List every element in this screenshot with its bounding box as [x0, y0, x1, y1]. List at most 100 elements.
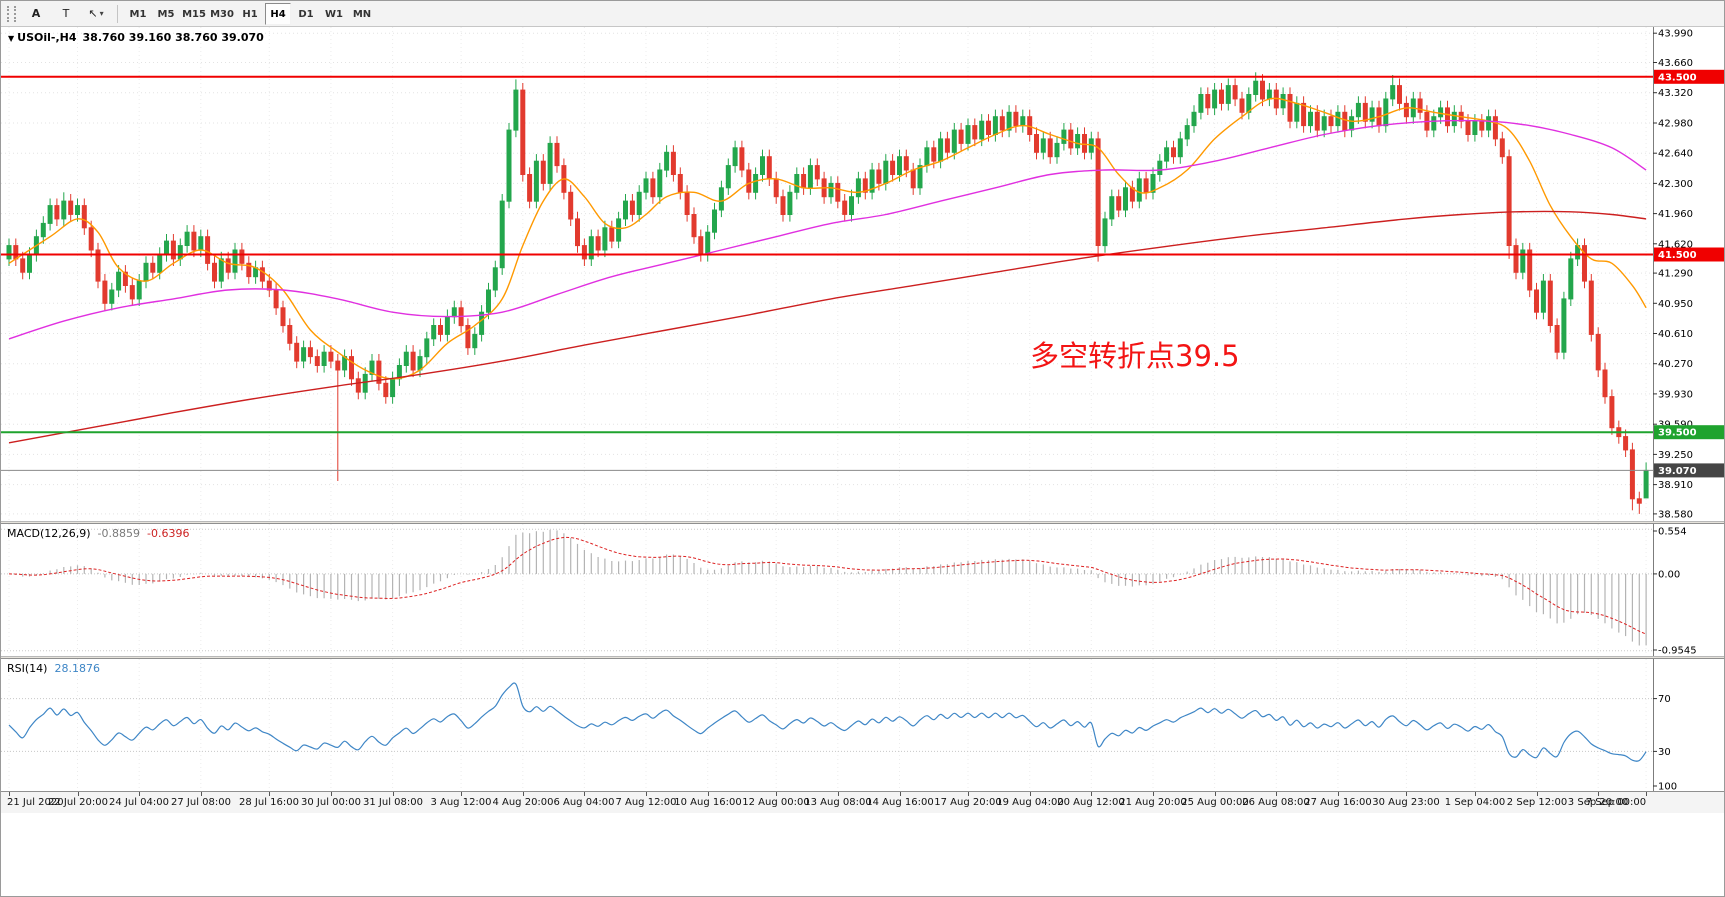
- timeframe-button-H1[interactable]: H1: [242, 8, 258, 20]
- time-tick: [523, 792, 524, 796]
- timeframe-button-W1[interactable]: W1: [325, 8, 343, 20]
- ma-slow-line: [8, 210, 1647, 444]
- time-axis-label: 21 Jul 2020: [7, 797, 64, 808]
- svg-text:41.500: 41.500: [1658, 250, 1697, 261]
- rsi-canvas[interactable]: 70 30 100: [1, 659, 1725, 791]
- macd-name: MACD(12,26,9): [7, 527, 91, 540]
- time-tick: [708, 792, 709, 796]
- time-tick: [139, 792, 140, 796]
- macd-signal-line: [8, 536, 1647, 635]
- macd-axis-label: 0.00: [1658, 569, 1680, 580]
- window-background: [1, 813, 1724, 896]
- panel-splitter[interactable]: [1, 521, 1724, 524]
- text-tool-button[interactable]: T: [62, 7, 70, 20]
- time-tick: [1030, 792, 1031, 796]
- time-axis-label: 20 Aug 12:00: [1057, 797, 1125, 808]
- time-tick: [776, 792, 777, 796]
- time-tick: [1646, 792, 1647, 796]
- time-tick: [1276, 792, 1277, 796]
- rsi-axis-label: 70: [1658, 694, 1671, 705]
- price-axis-label: 41.960: [1658, 209, 1693, 220]
- time-axis-label: 30 Aug 23:00: [1372, 797, 1440, 808]
- price-chart-canvas[interactable]: 43.990 43.660 43.320 42.980 42.640 42.300 41.9…: [1, 27, 1725, 521]
- rsi-label: RSI(14) 28.1876: [7, 662, 100, 675]
- ma-fast-line: [8, 97, 1647, 380]
- time-axis-label: 25 Aug 00:00: [1181, 797, 1249, 808]
- toolbar-separator: [117, 4, 118, 23]
- time-tick: [201, 792, 202, 796]
- rsi-name: RSI(14): [7, 662, 48, 675]
- price-axis-label: 41.620: [1658, 239, 1693, 250]
- time-tick: [1475, 792, 1476, 796]
- price-axis-label: 43.660: [1658, 58, 1693, 69]
- panel-splitter[interactable]: [1, 656, 1724, 659]
- svg-text:39.500: 39.500: [1658, 428, 1697, 439]
- timeframe-button-M1[interactable]: M1: [129, 8, 147, 20]
- chevron-down-icon: ▾: [99, 9, 104, 18]
- price-axis[interactable]: 43.990 43.660 43.320 42.980 42.640 42.300 41.9…: [1653, 29, 1725, 521]
- price-axis-label: 38.910: [1658, 480, 1693, 491]
- time-axis-label: 1 Sep 04:00: [1444, 797, 1506, 808]
- price-axis-label: 41.290: [1658, 269, 1693, 280]
- price-badge-43.500: 43.500: [1654, 69, 1724, 84]
- time-tick: [900, 792, 901, 796]
- time-axis-label: 27 Jul 08:00: [171, 797, 231, 808]
- timeframe-button-D1[interactable]: D1: [298, 8, 314, 20]
- price-axis-label: 42.300: [1658, 179, 1693, 190]
- time-axis-label: 4 Aug 20:00: [492, 797, 554, 808]
- symbol-dropdown-icon[interactable]: ▼: [8, 34, 15, 43]
- time-axis-label: 27 Aug 16:00: [1304, 797, 1372, 808]
- font-tool-button[interactable]: A: [31, 7, 41, 20]
- time-axis-label: 7 Sep 00:00: [1585, 797, 1647, 808]
- time-tick: [9, 792, 10, 796]
- pointer-tool-button[interactable]: ↖ ▾: [82, 3, 110, 25]
- time-axis-label: 24 Jul 04:00: [109, 797, 169, 808]
- macd-canvas[interactable]: 0.554 0.00 -0.9545: [1, 524, 1725, 656]
- price-axis-label: 40.270: [1658, 359, 1693, 370]
- timeframe-button-MN[interactable]: MN: [352, 8, 372, 20]
- time-tick: [269, 792, 270, 796]
- time-axis-label: 13 Aug 08:00: [804, 797, 872, 808]
- time-tick: [584, 792, 585, 796]
- timeframe-button-H4[interactable]: H4: [265, 3, 291, 26]
- rsi-indicator-panel[interactable]: 70 30 100: [1, 659, 1725, 791]
- time-axis-label: 7 Aug 12:00: [615, 797, 677, 808]
- time-axis-label: 30 Jul 00:00: [301, 797, 361, 808]
- toolbar-grip[interactable]: [7, 5, 16, 22]
- macd-histogram: [15, 529, 1647, 646]
- time-axis-label: 28 Jul 16:00: [239, 797, 299, 808]
- macd-axis-label: -0.9545: [1658, 646, 1697, 657]
- macd-indicator-panel[interactable]: 0.554 0.00 -0.9545: [1, 524, 1725, 656]
- symbol-timeframe-label: USOil-,H4: [17, 31, 77, 44]
- price-axis-label: 43.990: [1658, 29, 1693, 40]
- price-chart-panel[interactable]: 43.990 43.660 43.320 42.980 42.640 42.300 41.9…: [1, 27, 1725, 521]
- time-axis[interactable]: 21 Jul 2020 22 Jul 20:00 24 Jul 04:00 27 Ju…: [1, 791, 1724, 813]
- macd-label: MACD(12,26,9) -0.8859 -0.6396: [7, 527, 189, 540]
- rsi-axis-label: 100: [1658, 782, 1677, 792]
- time-tick: [393, 792, 394, 796]
- rsi-line: [8, 682, 1647, 762]
- ohlc-values: 38.760 39.160 38.760 39.070: [82, 31, 264, 44]
- price-axis-label: 40.950: [1658, 299, 1693, 310]
- time-axis-label: 17 Aug 20:00: [934, 797, 1002, 808]
- time-tick: [1537, 792, 1538, 796]
- price-badge-41.500: 41.500: [1654, 247, 1724, 262]
- ma-mid-line: [8, 119, 1647, 340]
- macd-axis-label: 0.554: [1658, 527, 1687, 538]
- toolbar: A T ↖ ▾ M1 M5 M15 M30 H1 H4 D1 W1 MN: [1, 1, 1724, 27]
- time-axis-label: 3 Aug 12:00: [430, 797, 492, 808]
- time-tick: [1338, 792, 1339, 796]
- price-badge-39.500: 39.500: [1654, 425, 1724, 440]
- timeframe-button-M15[interactable]: M15: [182, 8, 206, 20]
- price-axis-label: 40.610: [1658, 329, 1693, 340]
- price-axis-label: 42.980: [1658, 119, 1693, 130]
- time-tick: [331, 792, 332, 796]
- svg-text:39.070: 39.070: [1658, 466, 1697, 477]
- price-axis-label: 42.640: [1658, 149, 1693, 160]
- timeframe-button-M5[interactable]: M5: [157, 8, 175, 20]
- time-tick: [968, 792, 969, 796]
- time-axis-label: 6 Aug 04:00: [553, 797, 615, 808]
- pointer-icon: ↖: [88, 7, 98, 20]
- price-axis-label: 38.580: [1658, 509, 1693, 520]
- timeframe-button-M30[interactable]: M30: [210, 8, 234, 20]
